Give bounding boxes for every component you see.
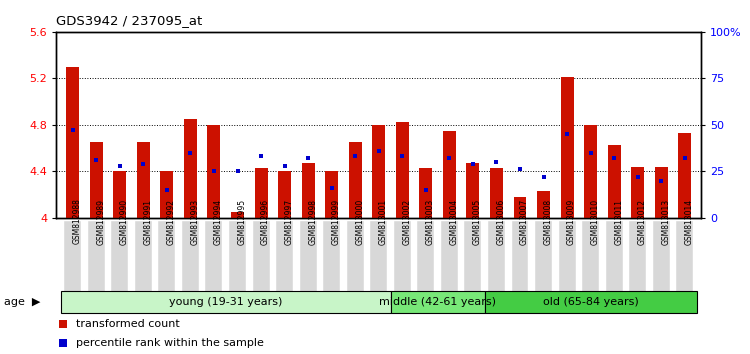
Bar <box>90 142 103 218</box>
Text: GSM813009: GSM813009 <box>567 198 576 245</box>
Text: GSM812996: GSM812996 <box>261 199 270 245</box>
FancyBboxPatch shape <box>582 221 599 312</box>
Bar <box>326 171 338 218</box>
Bar <box>66 67 80 218</box>
Bar <box>537 191 550 218</box>
Bar <box>396 122 409 218</box>
Text: GSM813003: GSM813003 <box>426 198 435 245</box>
FancyBboxPatch shape <box>61 291 391 313</box>
FancyBboxPatch shape <box>441 221 458 312</box>
Text: GSM812994: GSM812994 <box>214 199 223 245</box>
Text: GSM812999: GSM812999 <box>332 199 340 245</box>
FancyBboxPatch shape <box>135 221 152 312</box>
Bar <box>208 125 220 218</box>
Bar <box>560 77 574 218</box>
Text: GSM812993: GSM812993 <box>190 199 200 245</box>
Bar <box>466 163 479 218</box>
Text: transformed count: transformed count <box>76 319 179 329</box>
Bar <box>254 168 268 218</box>
Text: GSM812988: GSM812988 <box>73 199 82 245</box>
Text: GSM812992: GSM812992 <box>167 199 176 245</box>
FancyBboxPatch shape <box>346 221 364 312</box>
Text: middle (42-61 years): middle (42-61 years) <box>379 297 496 307</box>
Bar <box>655 167 668 218</box>
FancyBboxPatch shape <box>64 221 81 312</box>
FancyBboxPatch shape <box>253 221 269 312</box>
Text: GSM813007: GSM813007 <box>520 198 529 245</box>
Text: GSM813006: GSM813006 <box>496 198 506 245</box>
Bar <box>302 163 314 218</box>
FancyBboxPatch shape <box>512 221 529 312</box>
FancyBboxPatch shape <box>206 221 223 312</box>
Text: age  ▶: age ▶ <box>4 297 40 307</box>
FancyBboxPatch shape <box>158 221 176 312</box>
Text: GSM813004: GSM813004 <box>449 198 458 245</box>
FancyBboxPatch shape <box>652 221 670 312</box>
FancyBboxPatch shape <box>464 221 482 312</box>
Bar <box>349 142 361 218</box>
Text: GSM813012: GSM813012 <box>638 199 646 245</box>
FancyBboxPatch shape <box>300 221 316 312</box>
Text: GSM812989: GSM812989 <box>96 199 105 245</box>
FancyBboxPatch shape <box>629 221 646 312</box>
Text: GSM813011: GSM813011 <box>614 199 623 245</box>
FancyBboxPatch shape <box>417 221 434 312</box>
Bar <box>608 144 621 218</box>
Text: GSM813002: GSM813002 <box>402 199 411 245</box>
Bar <box>113 171 126 218</box>
FancyBboxPatch shape <box>394 221 411 312</box>
Text: young (19-31 years): young (19-31 years) <box>169 297 283 307</box>
Text: GDS3942 / 237095_at: GDS3942 / 237095_at <box>56 14 202 27</box>
Bar <box>419 168 432 218</box>
Text: GSM813000: GSM813000 <box>356 198 364 245</box>
Text: GSM813001: GSM813001 <box>379 199 388 245</box>
Bar <box>160 171 173 218</box>
FancyBboxPatch shape <box>370 221 387 312</box>
Text: GSM812990: GSM812990 <box>120 199 129 245</box>
FancyBboxPatch shape <box>535 221 552 312</box>
Bar <box>184 119 197 218</box>
Bar <box>584 125 597 218</box>
Bar <box>136 142 150 218</box>
FancyBboxPatch shape <box>484 291 697 313</box>
FancyBboxPatch shape <box>606 221 622 312</box>
FancyBboxPatch shape <box>488 221 505 312</box>
Text: GSM812998: GSM812998 <box>308 199 317 245</box>
FancyBboxPatch shape <box>559 221 575 312</box>
Bar <box>443 131 456 218</box>
Bar <box>514 197 526 218</box>
Bar <box>231 212 244 218</box>
Text: GSM813014: GSM813014 <box>685 199 694 245</box>
Text: old (65-84 years): old (65-84 years) <box>543 297 638 307</box>
Text: GSM812995: GSM812995 <box>238 199 247 245</box>
FancyBboxPatch shape <box>391 291 484 313</box>
Bar <box>372 125 386 218</box>
Text: percentile rank within the sample: percentile rank within the sample <box>76 338 263 348</box>
FancyBboxPatch shape <box>88 221 105 312</box>
FancyBboxPatch shape <box>182 221 199 312</box>
FancyBboxPatch shape <box>276 221 293 312</box>
FancyBboxPatch shape <box>323 221 340 312</box>
Text: GSM813005: GSM813005 <box>473 198 482 245</box>
Bar <box>632 167 644 218</box>
Bar <box>490 168 503 218</box>
Text: GSM812997: GSM812997 <box>284 199 293 245</box>
Text: GSM812991: GSM812991 <box>143 199 152 245</box>
FancyBboxPatch shape <box>229 221 246 312</box>
FancyBboxPatch shape <box>111 221 128 312</box>
Bar <box>678 133 692 218</box>
Text: GSM813008: GSM813008 <box>544 199 553 245</box>
Text: GSM813010: GSM813010 <box>590 199 599 245</box>
Bar <box>278 171 291 218</box>
Text: GSM813013: GSM813013 <box>662 199 670 245</box>
FancyBboxPatch shape <box>676 221 693 312</box>
